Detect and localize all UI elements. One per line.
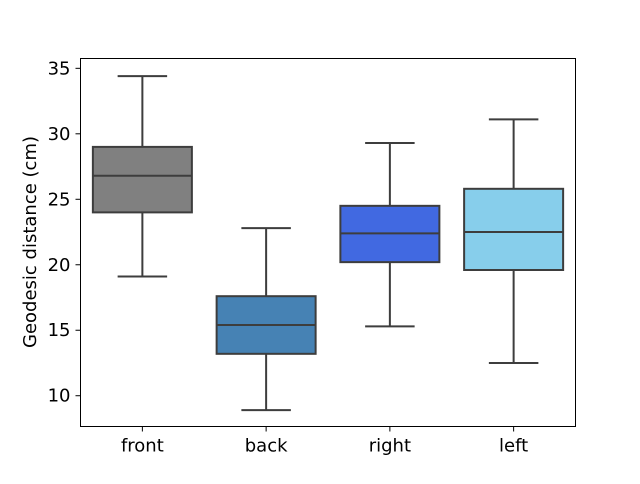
box-front [91, 75, 193, 278]
y-axis: 10 15 20 25 30 35 [48, 58, 81, 407]
x-tick-label: right [369, 436, 411, 457]
box-iqr [463, 187, 565, 272]
y-tick-label: 15 [48, 320, 71, 341]
x-tick-label: left [499, 436, 528, 457]
boxes-layer [91, 75, 565, 412]
y-tick-label: 25 [48, 189, 71, 210]
x-tick-label: back [245, 436, 288, 457]
y-tick-label: 10 [48, 386, 71, 407]
x-axis: front back right left [121, 426, 528, 457]
box-iqr [91, 145, 193, 214]
box-right [339, 141, 441, 328]
y-tick-label: 35 [48, 58, 71, 79]
y-tick-label: 30 [48, 124, 71, 145]
y-axis-label: Geodesic distance (cm) [20, 136, 41, 348]
plot-frame [80, 58, 576, 427]
box-back [215, 227, 317, 412]
x-tick-label: front [121, 436, 164, 457]
box-left [463, 118, 565, 364]
y-tick-label: 20 [48, 255, 71, 276]
